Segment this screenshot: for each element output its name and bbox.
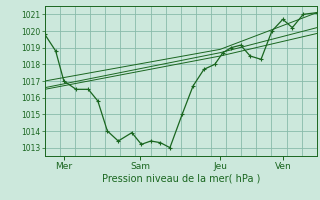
X-axis label: Pression niveau de la mer( hPa ): Pression niveau de la mer( hPa ) <box>102 173 260 183</box>
